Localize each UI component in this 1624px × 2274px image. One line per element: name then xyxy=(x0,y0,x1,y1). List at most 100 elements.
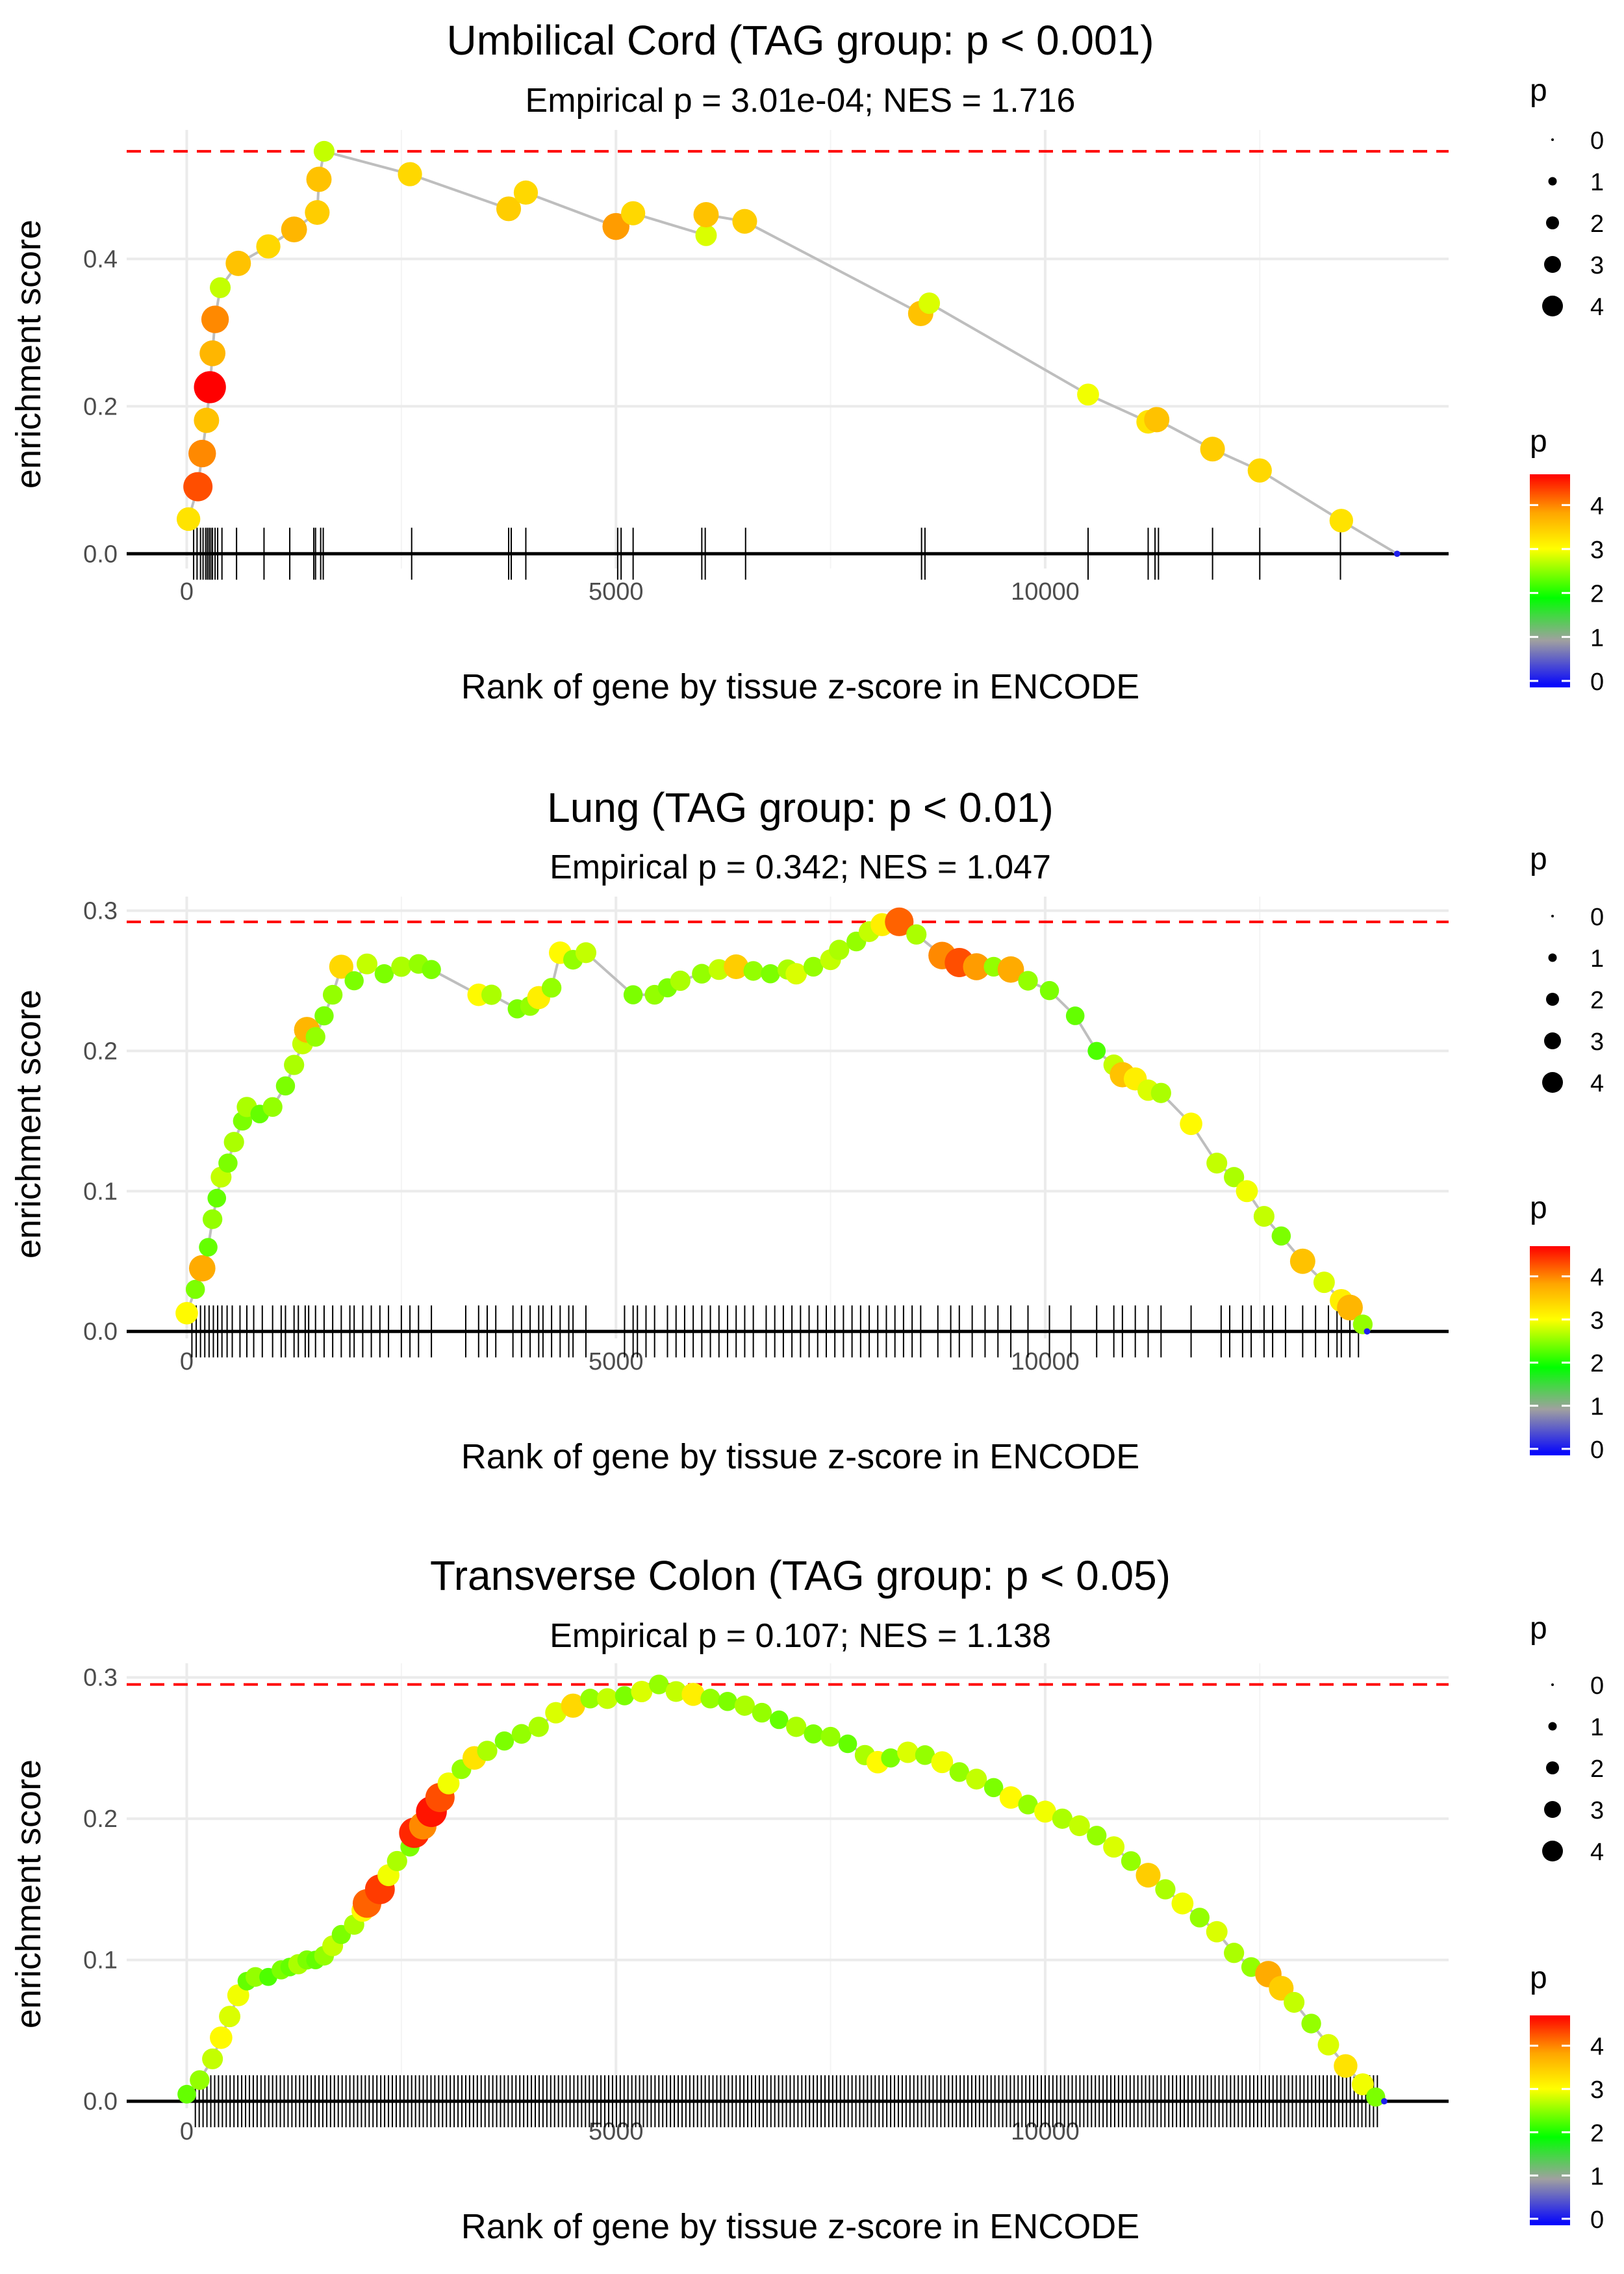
size-legend-key xyxy=(1551,138,1554,141)
data-point xyxy=(1381,2098,1388,2104)
color-legend-label: 0 xyxy=(1590,669,1604,696)
color-legend-label: 4 xyxy=(1590,1264,1604,1291)
x-tick-label: 10000 xyxy=(1011,578,1080,606)
data-point xyxy=(769,1710,789,1730)
data-point xyxy=(199,1238,218,1257)
data-point xyxy=(1039,980,1059,1001)
color-legend-label: 2 xyxy=(1590,1350,1604,1377)
data-point xyxy=(175,1301,198,1325)
size-legend-label: 4 xyxy=(1590,294,1604,321)
color-legend-bar xyxy=(1530,1246,1570,1455)
y-tick-label: 0.1 xyxy=(83,1947,118,1974)
data-point xyxy=(885,907,914,936)
data-point xyxy=(513,180,539,205)
data-point xyxy=(1253,1206,1275,1227)
size-legend-label: 3 xyxy=(1590,252,1604,279)
data-point xyxy=(1189,1908,1210,1928)
data-point xyxy=(1155,1879,1176,1900)
data-point xyxy=(374,964,394,984)
data-point xyxy=(906,924,927,945)
size-legend-label: 2 xyxy=(1590,1756,1604,1783)
chart-subtitle: Empirical p = 0.107; NES = 1.138 xyxy=(550,1617,1051,1655)
data-point xyxy=(541,978,562,998)
size-legend-label: 3 xyxy=(1590,1028,1604,1056)
running-sum-line xyxy=(187,149,1398,556)
x-tick-label: 5000 xyxy=(589,578,644,606)
data-point xyxy=(275,1076,296,1096)
data-point xyxy=(391,956,412,977)
data-point xyxy=(1313,1271,1335,1294)
data-point xyxy=(829,939,850,960)
data-point xyxy=(223,1132,244,1153)
y-tick-label: 0.2 xyxy=(83,1806,118,1833)
data-point xyxy=(681,1683,705,1706)
data-point xyxy=(561,1693,585,1718)
data-point xyxy=(246,1967,266,1987)
color-legend-label: 1 xyxy=(1590,2163,1604,2190)
data-point xyxy=(963,953,990,980)
plot-area: 0 5000 10000 0.0 0.2 0.4 xyxy=(83,130,1449,606)
data-point xyxy=(734,1695,755,1716)
color-legend-bar xyxy=(1530,474,1570,687)
data-point xyxy=(225,250,251,276)
data-point xyxy=(785,963,807,985)
x-tick-label: 0 xyxy=(180,2118,194,2145)
data-point xyxy=(437,1772,460,1795)
data-point xyxy=(494,1731,514,1751)
color-legend-label: 2 xyxy=(1590,581,1604,608)
size-legend-key xyxy=(1546,1761,1559,1774)
data-point xyxy=(732,209,757,234)
data-point xyxy=(881,1748,900,1768)
data-point xyxy=(1136,1863,1161,1888)
data-point xyxy=(188,439,216,468)
color-legend: 4 3 2 1 0 xyxy=(1530,474,1604,696)
data-point xyxy=(596,1688,618,1709)
color-legend-label: 4 xyxy=(1590,492,1604,520)
data-point xyxy=(284,1054,305,1075)
data-point xyxy=(202,2048,223,2069)
data-point xyxy=(1171,1892,1194,1915)
size-legend-key xyxy=(1548,177,1557,186)
y-tick-label: 0.3 xyxy=(83,898,118,925)
data-point xyxy=(176,507,201,531)
data-point xyxy=(1087,1826,1107,1846)
size-legend-key xyxy=(1544,1801,1561,1818)
data-point xyxy=(322,984,343,1005)
color-legend-label: 1 xyxy=(1590,1394,1604,1421)
data-point xyxy=(1052,1808,1072,1829)
y-tick-label: 0.0 xyxy=(83,1318,118,1346)
data-point xyxy=(804,1724,823,1744)
y-tick-label: 0.1 xyxy=(83,1178,118,1205)
data-point xyxy=(207,1188,227,1208)
data-point xyxy=(692,964,712,984)
data-point xyxy=(997,956,1024,983)
data-point xyxy=(1121,1851,1141,1871)
data-point xyxy=(1271,1226,1291,1246)
data-point xyxy=(631,1681,653,1702)
y-axis-label: enrichment score xyxy=(9,990,48,1258)
data-point xyxy=(1034,1800,1056,1823)
data-point xyxy=(718,1691,737,1711)
data-point xyxy=(1393,550,1401,557)
data-point xyxy=(665,1681,687,1702)
data-point xyxy=(1247,458,1272,483)
chart-subtitle: Empirical p = 0.342; NES = 1.047 xyxy=(550,849,1051,886)
chart-title: Transverse Colon (TAG group: p < 0.05) xyxy=(430,1552,1171,1599)
y-tick-label: 0.2 xyxy=(83,1038,118,1065)
size-legend-key xyxy=(1542,296,1563,316)
size-legend-key xyxy=(1551,915,1554,917)
y-tick-label: 0.0 xyxy=(83,541,118,568)
data-point xyxy=(314,1006,334,1026)
data-point xyxy=(761,964,780,984)
chart-subtitle: Empirical p = 3.01e-04; NES = 1.716 xyxy=(526,82,1076,120)
data-point xyxy=(1018,971,1038,991)
data-point xyxy=(1206,1153,1228,1174)
data-point xyxy=(305,1027,325,1047)
color-legend-label: 1 xyxy=(1590,624,1604,652)
data-point xyxy=(623,985,643,1004)
data-point xyxy=(1224,1943,1245,1963)
data-point xyxy=(580,1689,600,1709)
